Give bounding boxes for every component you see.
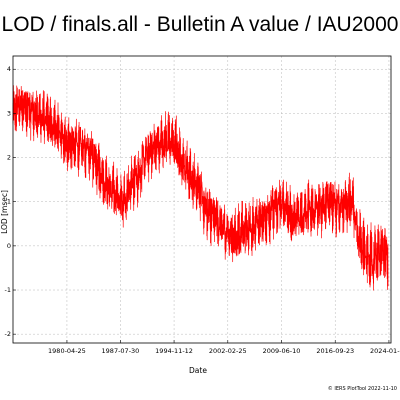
x-tick-label: 2009-06-10 bbox=[263, 347, 301, 355]
x-tick-label: 2024-01-07 bbox=[370, 347, 400, 355]
plot-frame bbox=[12, 55, 392, 344]
series-lod bbox=[12, 85, 389, 291]
x-tick-label: 2016-09-23 bbox=[316, 347, 354, 355]
y-tick-label: -1 bbox=[5, 286, 11, 294]
y-tick-label: 4 bbox=[7, 65, 11, 73]
y-axis-ticks: -2 -1 0 1 2 3 4 bbox=[5, 65, 16, 338]
x-axis-label: Date bbox=[189, 366, 207, 375]
y-axis-label: LOD [msec] bbox=[0, 190, 9, 234]
y-tick-label: 1 bbox=[7, 198, 11, 206]
x-tick-label: 2002-02-25 bbox=[209, 347, 247, 355]
y-tick-label: 0 bbox=[7, 242, 11, 250]
x-axis-ticks: 1980-04-25 1987-07-30 1994-11-12 2002-02-25… bbox=[48, 340, 400, 355]
y-tick-label: 2 bbox=[7, 154, 11, 162]
x-tick-label: 1980-04-25 bbox=[48, 347, 86, 355]
x-tick-label: 1994-11-12 bbox=[155, 347, 193, 355]
grid bbox=[13, 56, 391, 343]
chart-title: LOD / finals.all - Bulletin A value / IA… bbox=[2, 13, 399, 36]
y-tick-label: -2 bbox=[5, 330, 11, 338]
x-tick-label: 1987-07-30 bbox=[102, 347, 140, 355]
y-tick-label: 3 bbox=[7, 109, 11, 117]
series-line bbox=[12, 85, 389, 291]
credit-text: © IERS PlotTool 2022-11-10 bbox=[328, 385, 397, 392]
